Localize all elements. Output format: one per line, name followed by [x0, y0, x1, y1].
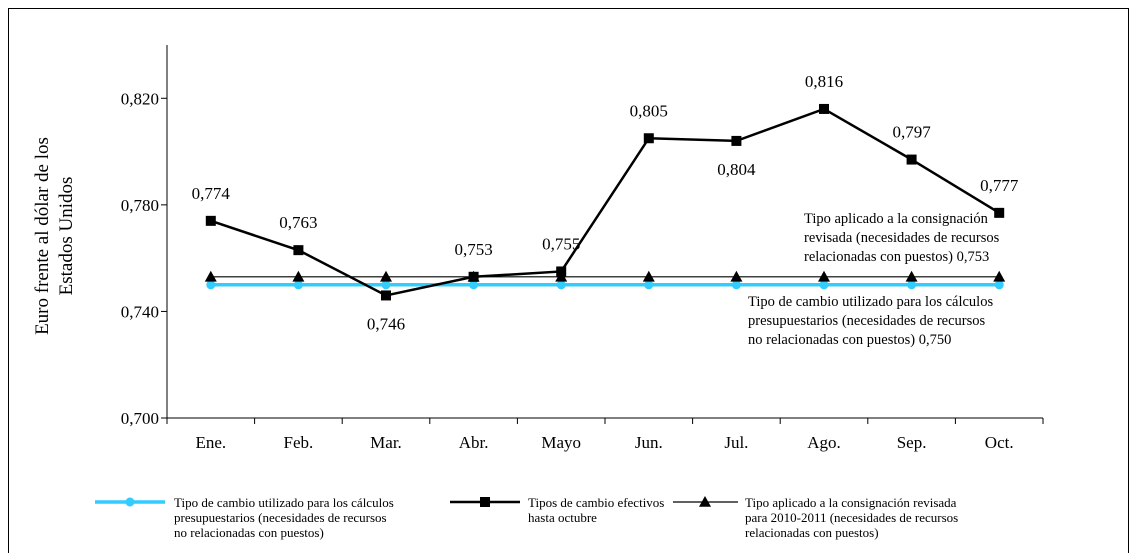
data-label-actual-rate: 0,777: [980, 176, 1019, 195]
annotation-posts-line-3: relacionadas con puestos) 0,753: [804, 249, 990, 265]
x-tick-label: Ago.: [807, 433, 841, 452]
series-budget-rate-point: [994, 280, 1004, 290]
y-axis-label: Euro frente al dólar de los Estados Unid…: [32, 137, 77, 335]
series-actual-rates-point: [381, 290, 391, 301]
series-posts-rate-point: [380, 270, 392, 282]
ticks: 0,700 0,740 0,780 0,820 Ene. Feb. Mar. Abr. Mayo…: [121, 89, 1044, 452]
series-budget-rate-point: [556, 280, 566, 290]
legend-budget-line-3: no relacionadas con puestos): [174, 525, 324, 540]
x-tick-label: Mayo: [541, 433, 581, 452]
y-axis-label-line-2: Estados Unidos: [56, 177, 77, 296]
x-tick-label: Jun.: [635, 433, 663, 452]
series-posts-rate-point: [993, 270, 1006, 282]
annotation-budget-rate: Tipo de cambio utilizado para los cálcul…: [748, 293, 993, 350]
x-tick-label: Feb.: [284, 433, 314, 452]
annotation-posts-line-1: Tipo aplicado a la consignación: [804, 211, 988, 227]
series-budget-rate-point: [907, 280, 917, 290]
legend-entry-budget-rate: Tipo de cambio utilizado para los cálcul…: [174, 495, 394, 540]
series-posts-rate-point: [730, 270, 743, 282]
data-label-actual-rate: 0,805: [630, 101, 668, 120]
series-actual-rates-point: [994, 207, 1005, 218]
data-label-actual-rate: 0,746: [367, 314, 405, 333]
series-budget-rate-point: [206, 280, 216, 290]
series-posts-rate-point: [292, 270, 305, 282]
x-tick-label: Abr.: [459, 433, 489, 452]
series-posts-rate-point: [204, 270, 217, 282]
series-posts-rate-point: [818, 270, 830, 282]
series-actual-rates-line: [210, 107, 1000, 297]
chart-frame: [8, 8, 1129, 553]
y-tick-label: 0,820: [121, 89, 159, 108]
legend-budget-line-2: presupuestarios (necesidades de recursos: [174, 510, 387, 525]
series-budget-rate-point: [644, 280, 654, 290]
legend-entry-actual-rates: Tipos de cambio efectivos hasta octubre: [528, 495, 664, 525]
series-budget-rate-point: [293, 280, 303, 290]
series-posts-rate-point: [905, 270, 918, 282]
series-actual-rates-point: [293, 245, 304, 256]
series-actual-rates-point: [643, 133, 654, 144]
series-budget-rate-point: [819, 280, 829, 290]
data-label-actual-rate: 0,763: [279, 213, 317, 232]
legend-posts-rate-marker: [699, 496, 711, 507]
x-tick-label: Oct.: [985, 433, 1014, 452]
x-tick-label: Mar.: [370, 433, 402, 452]
series-budget-rate-point: [469, 280, 479, 290]
y-axis-label-line-1: Euro frente al dólar de los: [32, 137, 53, 335]
legend-marks: [95, 496, 738, 507]
legend-actual-rates-marker: [480, 497, 490, 507]
series-layer: [204, 103, 1006, 301]
data-label-actual-rate: 0,755: [542, 234, 580, 253]
series-posts-rate-point: [642, 270, 655, 282]
x-tick-label: Jul.: [724, 433, 748, 452]
annotation-budget-line-1: Tipo de cambio utilizado para los cálcul…: [748, 294, 994, 310]
legend-actual-line-1: Tipos de cambio efectivos: [528, 495, 665, 510]
y-tick-label: 0,780: [121, 196, 159, 215]
series-actual-rates-point: [205, 215, 216, 226]
data-label-actual-rate: 0,797: [892, 123, 931, 142]
annotation-budget-line-3: no relacionadas con puestos) 0,750: [748, 332, 952, 348]
data-label-actual-rate: 0,804: [717, 160, 756, 179]
series-actual-rates-point: [731, 135, 742, 146]
x-tick-label: Ene.: [195, 433, 226, 452]
series-budget-rate-point: [731, 280, 741, 290]
y-tick-label: 0,700: [121, 409, 159, 428]
legend-posts-line-3: relacionadas con puestos): [745, 525, 879, 540]
data-label-actual-rate: 0,753: [454, 240, 492, 259]
data-label-actual-rate: 0,774: [192, 184, 231, 203]
legend-budget-line-1: Tipo de cambio utilizado para los cálcul…: [174, 495, 394, 510]
series-actual-rates-point: [556, 266, 567, 277]
legend-posts-line-1: Tipo aplicado a la consignación revisada: [745, 495, 957, 510]
y-tick-label: 0,740: [121, 302, 159, 321]
annotation-posts-line-2: revisada (necesidades de recursos: [804, 230, 1000, 246]
annotation-posts-rate: Tipo aplicado a la consignación revisada…: [804, 210, 999, 267]
legend-budget-rate-marker: [125, 497, 135, 507]
annotation-budget-line-2: presupuestarios (necesidades de recursos: [748, 313, 986, 329]
legend-entry-posts-rate: Tipo aplicado a la consignación revisada…: [745, 495, 958, 540]
series-actual-rates-point: [468, 271, 479, 282]
series-actual-rates-point: [906, 154, 917, 165]
legend-actual-line-2: hasta octubre: [528, 510, 597, 525]
legend-posts-line-2: para 2010-2011 (necesidades de recursos: [745, 510, 959, 525]
series-actual-rates-point: [819, 103, 829, 114]
x-tick-label: Sep.: [897, 433, 927, 452]
data-label-actual-rate: 0,816: [805, 72, 843, 91]
data-labels: 0,774 0,763 0,746 0,753 0,755 0,805 0,804 0,816…: [192, 72, 1019, 334]
series-budget-rate-point: [381, 280, 391, 290]
